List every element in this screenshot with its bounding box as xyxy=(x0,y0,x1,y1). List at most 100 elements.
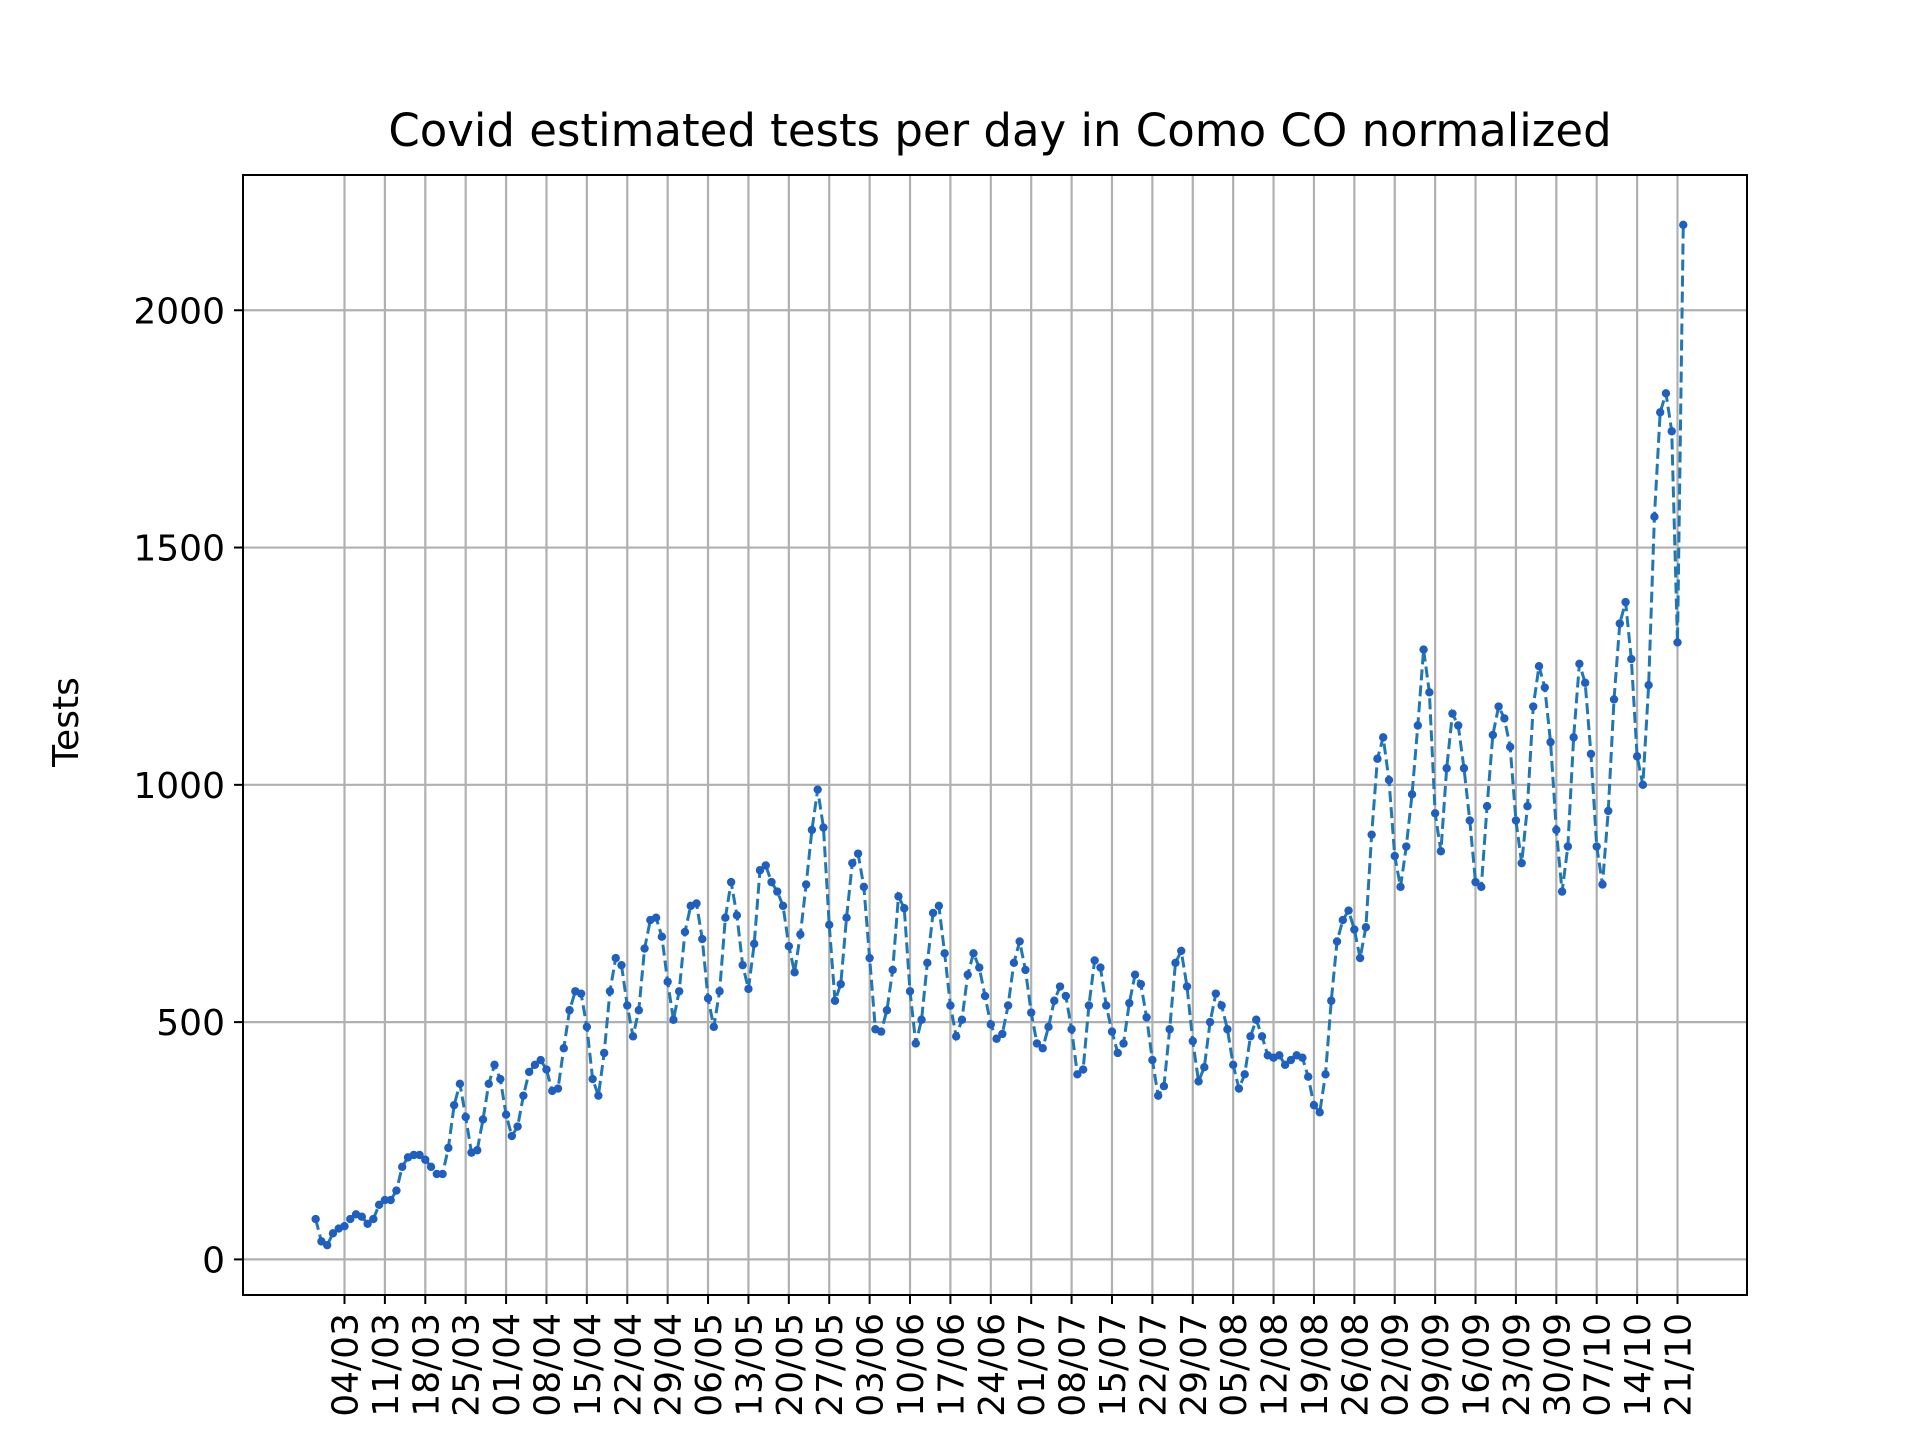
data-point xyxy=(1615,619,1624,628)
data-point xyxy=(917,1015,926,1024)
y-tick-label: 500 xyxy=(156,1003,225,1044)
data-point xyxy=(1448,709,1457,718)
data-point xyxy=(726,877,736,887)
data-point xyxy=(784,941,794,951)
data-point xyxy=(674,987,684,996)
plot-frame xyxy=(242,174,1748,1296)
data-point xyxy=(386,1195,395,1205)
data-point xyxy=(807,825,817,835)
data-point xyxy=(1009,958,1019,967)
data-point xyxy=(900,904,909,913)
data-point xyxy=(1217,1001,1226,1010)
data-point xyxy=(1407,790,1417,799)
data-point xyxy=(882,1006,892,1015)
data-point xyxy=(392,1186,401,1195)
data-point xyxy=(346,1214,355,1224)
data-point xyxy=(1546,737,1555,747)
x-tick-label: 24/06 xyxy=(972,1313,1013,1417)
data-point xyxy=(340,1221,349,1231)
x-tick-label: 07/10 xyxy=(1578,1313,1619,1417)
data-point xyxy=(963,970,972,979)
x-axis: 04/03 11/03 18/03 25/03 01/04 08/04 15/04 22/04… xyxy=(326,1295,1700,1417)
data-point xyxy=(1367,830,1376,839)
x-tick-label: 04/03 xyxy=(326,1313,367,1417)
data-point xyxy=(680,927,690,937)
data-point xyxy=(1084,1001,1094,1010)
x-tick-label: 01/04 xyxy=(487,1313,528,1417)
data-point xyxy=(1211,989,1221,998)
x-tick-label: 22/04 xyxy=(608,1313,649,1417)
data-point xyxy=(801,880,811,889)
data-point xyxy=(698,934,707,944)
x-tick-label: 15/07 xyxy=(1093,1313,1134,1417)
data-point xyxy=(409,1150,418,1160)
data-point xyxy=(421,1155,430,1164)
data-point xyxy=(1038,1044,1047,1053)
data-point xyxy=(1361,923,1371,932)
data-point xyxy=(1344,906,1353,915)
data-point xyxy=(1102,1001,1111,1010)
data-point xyxy=(1505,742,1515,752)
data-point xyxy=(957,1015,967,1024)
data-point xyxy=(946,1001,955,1010)
data-point xyxy=(842,913,851,922)
data-point xyxy=(530,1060,540,1070)
data-point xyxy=(444,1143,453,1153)
data-point xyxy=(934,901,944,911)
data-point xyxy=(1517,858,1526,868)
x-tick-label: 27/05 xyxy=(810,1313,851,1417)
data-point xyxy=(1015,937,1024,946)
data-point xyxy=(438,1169,447,1179)
data-point xyxy=(611,953,620,963)
data-point xyxy=(1107,1027,1117,1036)
data-point xyxy=(761,861,770,870)
data-point xyxy=(1500,714,1509,723)
data-point xyxy=(623,1001,632,1010)
y-tick-label: 1500 xyxy=(133,529,225,570)
data-point xyxy=(311,1214,320,1224)
data-point xyxy=(1523,801,1532,811)
data-point xyxy=(1188,1036,1197,1046)
data-point xyxy=(1044,1022,1053,1032)
data-point xyxy=(969,949,978,958)
series-line xyxy=(314,224,1685,1248)
data-point xyxy=(1159,1081,1169,1091)
data-point xyxy=(594,1091,603,1100)
data-point xyxy=(559,1044,568,1053)
x-tick-label: 08/04 xyxy=(527,1313,568,1417)
data-point xyxy=(398,1162,407,1172)
x-tick-label: 26/08 xyxy=(1335,1313,1376,1417)
data-point xyxy=(1171,958,1180,967)
data-point xyxy=(380,1195,390,1205)
data-point xyxy=(369,1214,378,1224)
data-point xyxy=(565,1006,574,1015)
data-point xyxy=(1604,806,1613,816)
data-point xyxy=(1540,683,1549,692)
data-point xyxy=(1027,1008,1036,1017)
data-point xyxy=(1194,1077,1203,1086)
data-point xyxy=(1136,979,1146,989)
data-point xyxy=(1338,915,1348,925)
data-point xyxy=(542,1065,551,1074)
data-point xyxy=(1061,991,1071,1001)
data-point xyxy=(1021,965,1030,975)
data-point xyxy=(1078,1065,1088,1074)
data-point xyxy=(426,1162,436,1172)
data-point xyxy=(1228,1060,1238,1070)
data-point xyxy=(1511,816,1521,825)
x-tick-label: 30/09 xyxy=(1537,1313,1578,1417)
data-point xyxy=(519,1091,528,1100)
data-point xyxy=(1419,645,1428,654)
data-point xyxy=(940,949,949,958)
data-point xyxy=(1234,1084,1244,1093)
data-point xyxy=(1390,851,1399,861)
data-point xyxy=(1454,721,1463,730)
x-tick-label: 22/07 xyxy=(1133,1313,1174,1417)
data-point xyxy=(1332,937,1342,946)
x-tick-label: 29/04 xyxy=(649,1313,690,1417)
x-tick-label: 29/07 xyxy=(1174,1313,1215,1417)
data-point xyxy=(1402,842,1411,851)
data-point xyxy=(1350,925,1359,934)
data-point xyxy=(928,908,938,918)
data-point xyxy=(651,913,661,922)
